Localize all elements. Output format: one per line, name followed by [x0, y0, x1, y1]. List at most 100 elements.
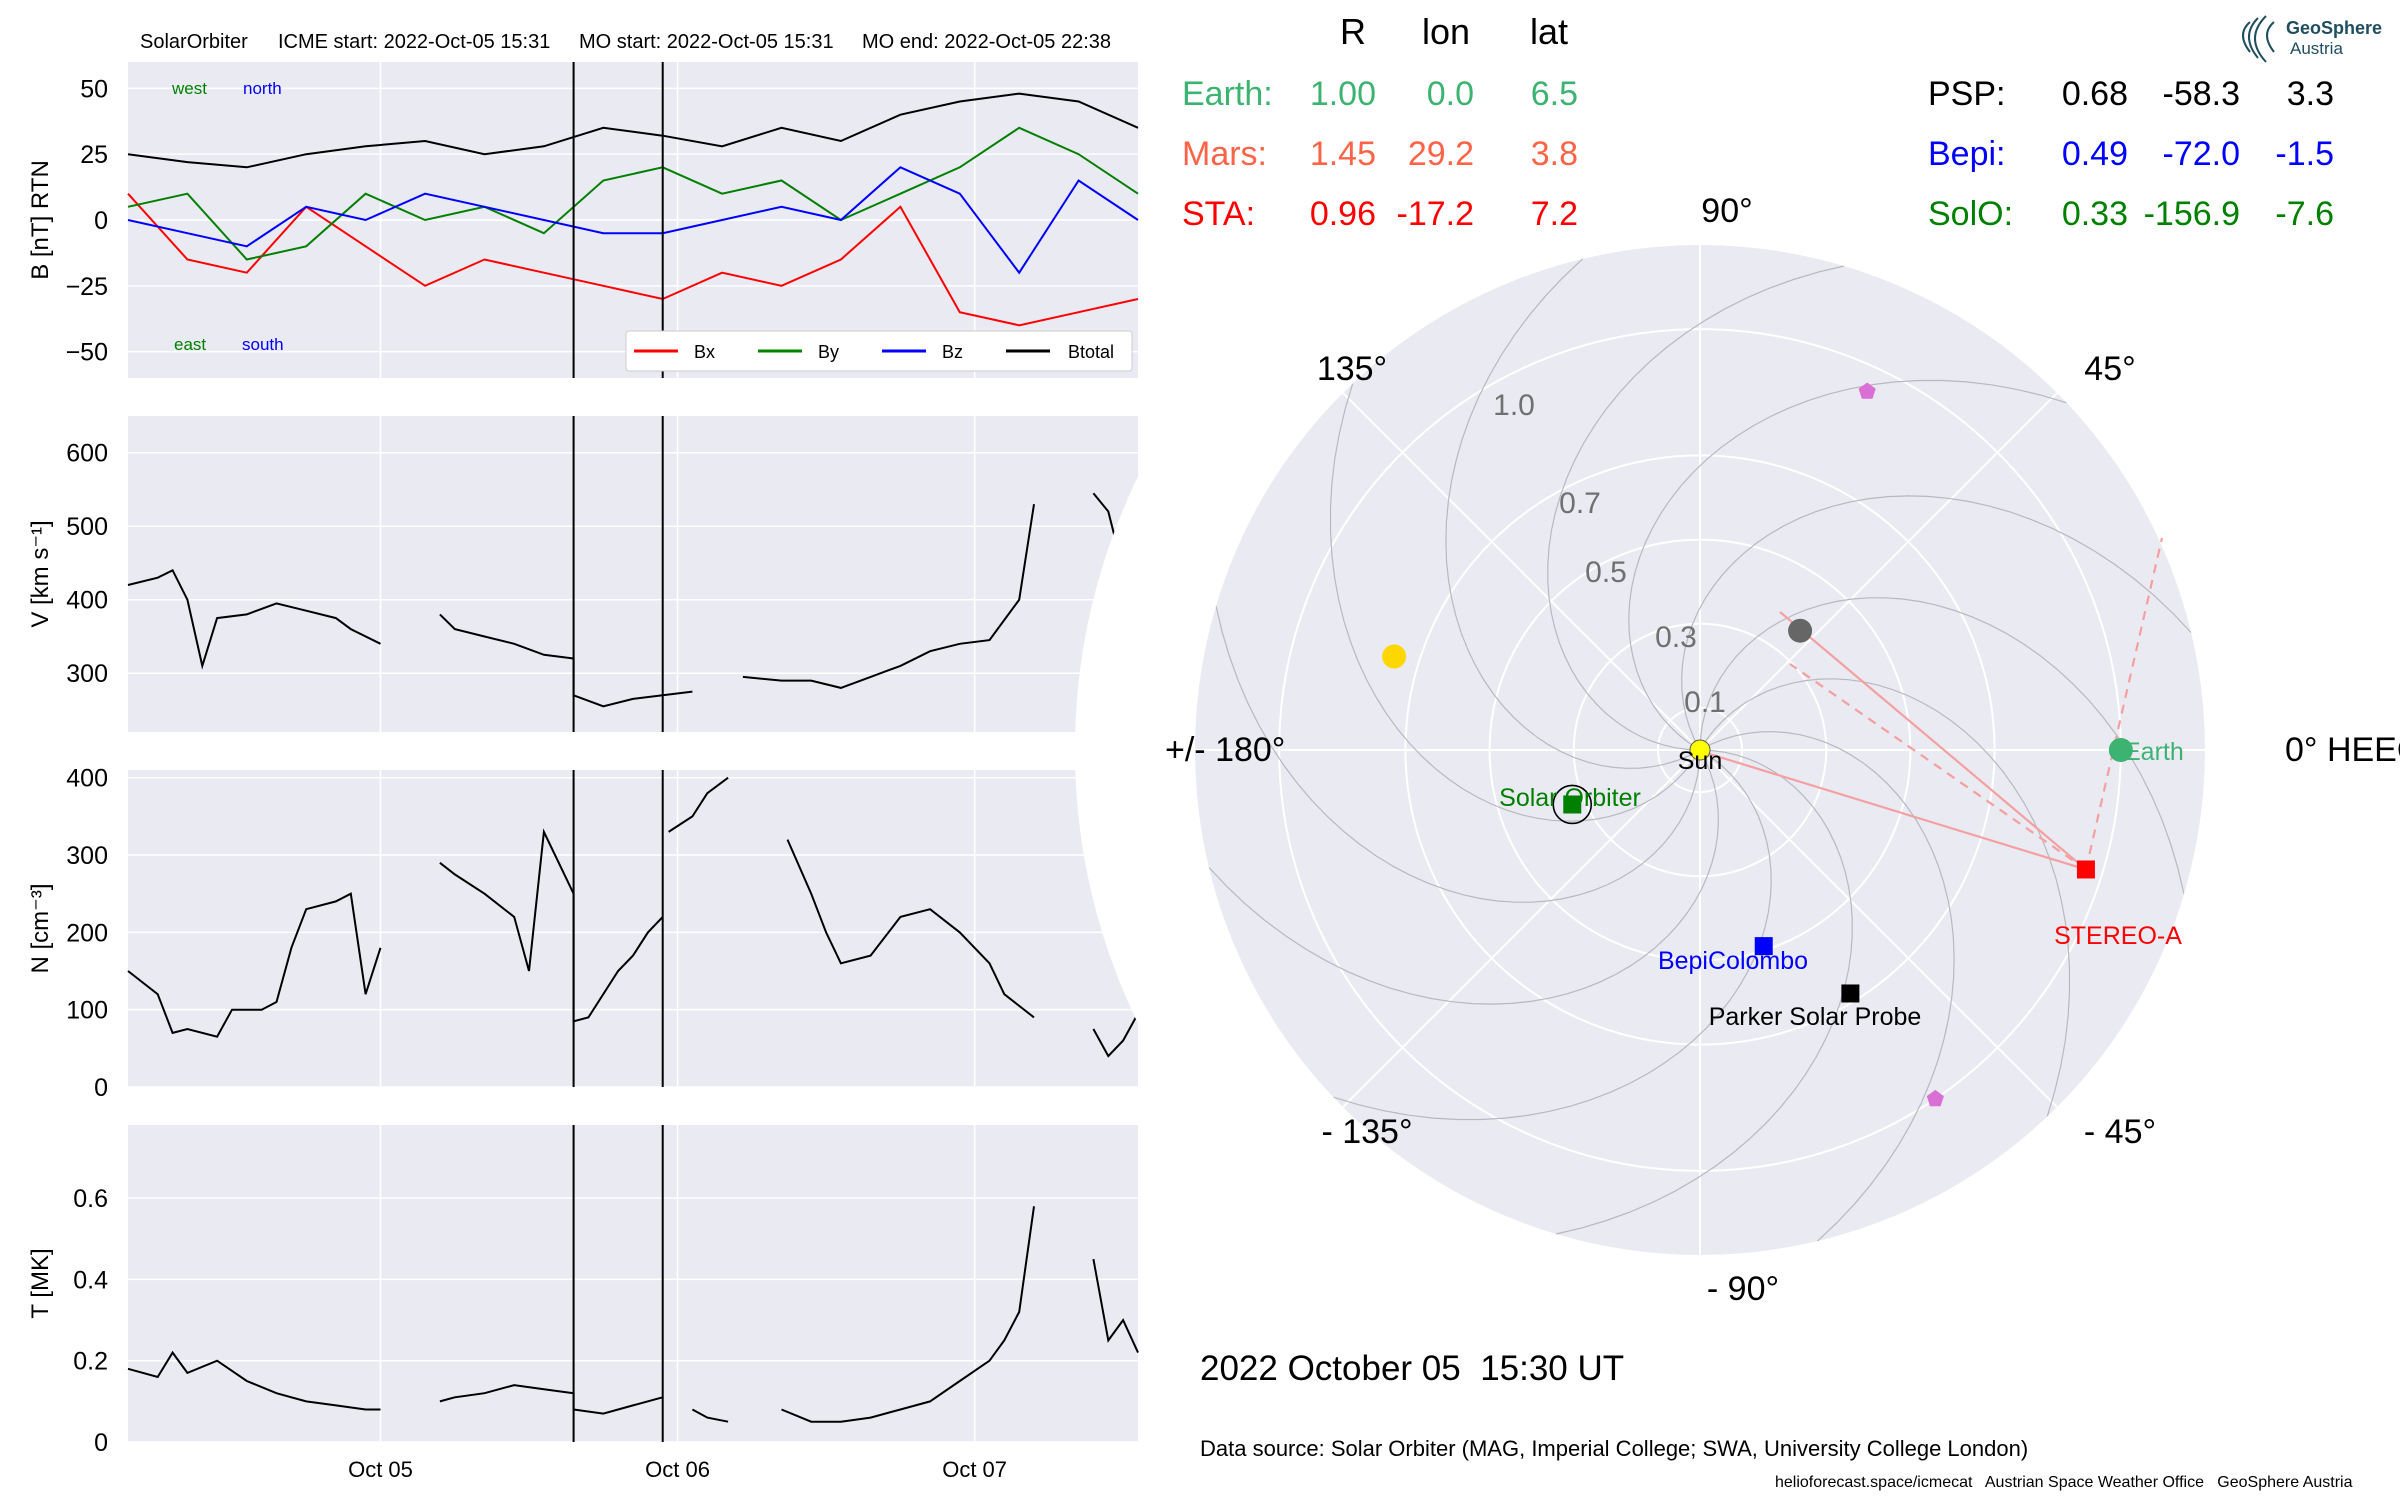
parker-spiral	[1445, 258, 1701, 769]
marker-stereo-a	[2076, 860, 2095, 879]
theta-label: - 90°	[1707, 1270, 1779, 1308]
series-line-by	[127, 126, 1139, 261]
sta-line	[1702, 750, 2087, 871]
marker-parker-solar-probe	[1841, 984, 1860, 1003]
y-tick-label: 400	[66, 587, 108, 615]
y-tick-label: −50	[66, 339, 108, 367]
label-solar-orbiter: Solar Orbiter	[1499, 784, 1641, 812]
table-row-label: PSP:	[1928, 75, 2005, 113]
annotation-north: north	[243, 79, 282, 98]
table-lon-value: -156.9	[2144, 195, 2240, 233]
time-series-panels: 50 25 0 −25 −50 B [nT] RTN west north east south B…	[27, 62, 1139, 1482]
table-r-value: 1.45	[1310, 135, 1376, 173]
series-line-segment	[127, 1350, 381, 1411]
r-tick-label: 0.5	[1585, 556, 1627, 589]
y-tick-label: 0	[94, 1074, 108, 1102]
y-tick-label: 100	[66, 997, 108, 1025]
series-line-btotal	[127, 92, 1139, 169]
series-line-segment	[1092, 1013, 1139, 1058]
table-lon-value: -72.0	[2163, 135, 2241, 173]
theta-label: 0° HEEQ	[2285, 731, 2400, 769]
series-line-segment	[786, 839, 1035, 1019]
parker-spiral	[1329, 383, 1701, 822]
theta-label: - 45°	[2084, 1113, 2156, 1151]
annotation-south: south	[242, 335, 284, 354]
table-lon-value: 0.0	[1427, 75, 1474, 113]
header-mo-start: MO start: 2022-Oct-05 15:31	[579, 31, 834, 53]
y-axis-label: V [km s⁻¹]	[27, 520, 54, 627]
legend-box	[625, 330, 1133, 372]
series-line-segment	[691, 1408, 729, 1423]
y-tick-label: 0.6	[73, 1185, 108, 1213]
table-r-value: 0.96	[1310, 195, 1376, 233]
label-bepicolombo: BepiColombo	[1658, 947, 1808, 975]
marker-body	[1788, 618, 1813, 643]
theta-label: 135°	[1317, 350, 1387, 388]
theta-label: 45°	[2084, 350, 2135, 388]
sta-dashed-line	[1789, 663, 2087, 871]
footer-credits: helioforecast.space/icmecat Austrian Spa…	[1775, 1474, 2353, 1491]
series-line-segment	[127, 568, 381, 670]
table-row-label: Earth:	[1182, 75, 1273, 113]
marker-sun	[1689, 739, 1711, 761]
panel-background	[128, 416, 1138, 732]
panel-temperature: 0.6 0.4 0.2 0 Oct 05 Oct 06 Oct 07 T [MK]	[27, 1125, 1139, 1482]
table-lat-value: 6.5	[1531, 75, 1578, 113]
marker-pentagon	[1926, 1089, 1944, 1107]
sta-dashed-line	[2084, 537, 2164, 870]
y-axis-label: B [nT] RTN	[27, 160, 54, 280]
r-tick-label: 0.1	[1684, 686, 1726, 719]
y-tick-label: 0	[94, 1429, 108, 1457]
annotation-east: east	[174, 335, 206, 354]
x-tick-label: Oct 06	[645, 1457, 710, 1482]
parker-spiral	[1215, 605, 1701, 903]
y-tick-label: 25	[80, 141, 108, 169]
parker-spiral	[1681, 495, 2192, 751]
polar-spoke	[1342, 392, 1701, 751]
logo-line2: Austria	[2290, 39, 2343, 58]
marker-solar-orbiter	[1563, 795, 1582, 814]
x-tick-label: Oct 05	[348, 1457, 413, 1482]
polar-spoke	[1699, 392, 2058, 751]
marker-bepicolombo	[1754, 937, 1773, 956]
geosphere-logo: GeoSphere Austria	[2242, 15, 2382, 63]
table-lat-value: 7.2	[1531, 195, 1578, 233]
parker-spiral	[1333, 749, 1772, 1121]
header-spacecraft: SolarOrbiter	[140, 31, 248, 53]
marker-pentagon	[1858, 382, 1876, 399]
legend: Bx By Bz Btotal	[625, 330, 1133, 372]
series-line-segment	[668, 776, 729, 833]
panel-speed: 600 500 400 300 V [km s⁻¹]	[27, 416, 1139, 732]
y-tick-label: 600	[66, 440, 108, 468]
r-tick-label: 1.0	[1493, 389, 1535, 422]
polar-spoke	[1342, 749, 1701, 1108]
annotation-west: west	[171, 79, 207, 98]
y-tick-label: 300	[66, 842, 108, 870]
table-r-value: 0.68	[2062, 75, 2128, 113]
header-mo-end: MO end: 2022-Oct-05 22:38	[862, 31, 1111, 53]
logo-swirl-icon	[2242, 15, 2275, 63]
legend-label-bx: Bx	[694, 342, 715, 362]
timestamp: 2022 October 05 15:30 UT	[1200, 1349, 1624, 1388]
table-lat-value: 3.3	[2287, 75, 2334, 113]
table-row-label: Mars:	[1182, 135, 1267, 173]
table-header: lat	[1530, 11, 1568, 52]
series-line-segment	[439, 1384, 663, 1415]
series-line-segment	[742, 504, 1035, 689]
sta-line	[1779, 611, 2087, 871]
polar-outer-mask	[1075, 125, 2325, 1375]
table-row-label: SolO:	[1928, 195, 2013, 233]
polar-position-plot: 0.1 0.3 0.5 0.7 1.0 0° HEEQ 45° 90° 135° +/- 180°…	[1075, 125, 2400, 1375]
table-lon-value: 29.2	[1408, 135, 1474, 173]
panel-background	[128, 770, 1138, 1087]
table-r-value: 0.49	[2062, 135, 2128, 173]
legend-label-btotal: Btotal	[1068, 342, 1114, 362]
parker-spiral	[1547, 265, 1845, 751]
series-line-segment	[1092, 1258, 1139, 1354]
table-row-label: Bepi:	[1928, 135, 2006, 173]
series-line-bz	[127, 166, 1139, 275]
marker-body	[1382, 644, 1407, 669]
theta-label: 90°	[1701, 192, 1752, 230]
y-tick-label: 300	[66, 660, 108, 688]
polar-spoke	[1699, 749, 2058, 1108]
